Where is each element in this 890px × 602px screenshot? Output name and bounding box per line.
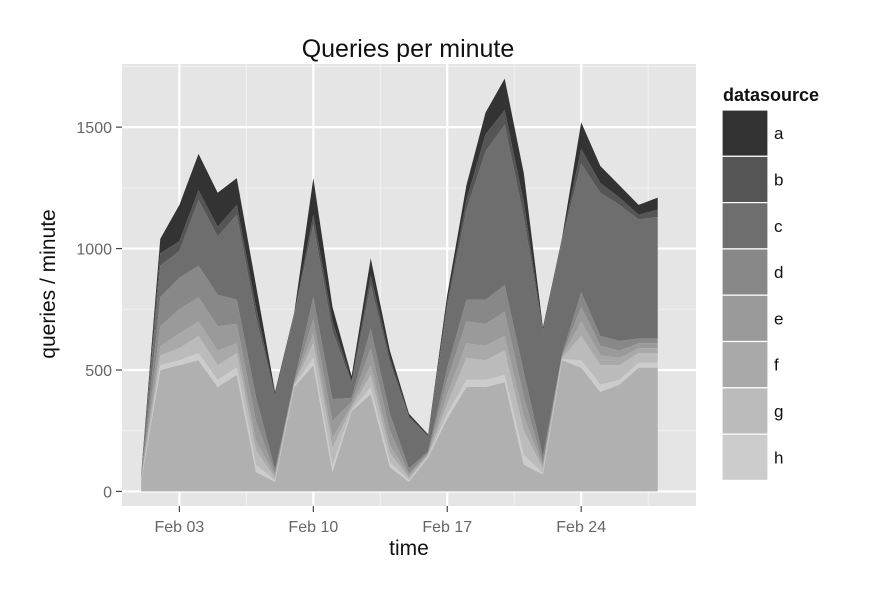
legend-label-d: d bbox=[774, 263, 783, 282]
y-axis-title: queries / minute bbox=[37, 209, 60, 358]
legend-label-a: a bbox=[774, 124, 784, 143]
area-series-base bbox=[141, 360, 658, 492]
area-series-group bbox=[141, 78, 658, 492]
legend-key-c bbox=[721, 202, 769, 250]
legend-label-e: e bbox=[774, 309, 783, 328]
area-series-f bbox=[141, 321, 658, 481]
legend-label-g: g bbox=[774, 402, 783, 421]
y-tick-label: 1500 bbox=[76, 120, 112, 137]
legend-label-h: h bbox=[774, 448, 783, 467]
area-series-g bbox=[141, 336, 658, 482]
x-tick-label: Feb 17 bbox=[422, 519, 472, 536]
x-tick-label: Feb 03 bbox=[154, 519, 204, 536]
legend-items: a b c d e f g h bbox=[721, 109, 784, 482]
area-series-d bbox=[141, 265, 658, 479]
y-axis: 0 500 1000 1500 bbox=[76, 120, 122, 501]
x-axis: Feb 03 Feb 10 Feb 17 Feb 24 bbox=[154, 506, 606, 536]
legend-key-b bbox=[721, 155, 769, 204]
x-tick-label: Feb 10 bbox=[288, 519, 338, 536]
legend: datasource a b c d e f g h bbox=[721, 85, 819, 482]
legend-key-e bbox=[721, 294, 769, 343]
area-series-e bbox=[141, 297, 658, 480]
x-tick-label: Feb 24 bbox=[556, 519, 606, 536]
chart-title: Queries per minute bbox=[302, 35, 515, 63]
area-series-c bbox=[141, 124, 658, 477]
legend-key-g bbox=[721, 387, 769, 435]
legend-key-h bbox=[721, 433, 769, 482]
legend-key-f bbox=[721, 340, 769, 389]
legend-key-a bbox=[721, 109, 769, 157]
legend-label-f: f bbox=[774, 356, 779, 375]
x-axis-title: time bbox=[389, 537, 429, 560]
legend-key-d bbox=[721, 248, 769, 296]
legend-label-b: b bbox=[774, 170, 783, 189]
y-tick-label: 0 bbox=[103, 484, 112, 501]
legend-label-c: c bbox=[774, 217, 783, 236]
legend-title: datasource bbox=[723, 85, 819, 105]
y-tick-label: 500 bbox=[85, 363, 112, 380]
y-tick-label: 1000 bbox=[76, 242, 112, 259]
